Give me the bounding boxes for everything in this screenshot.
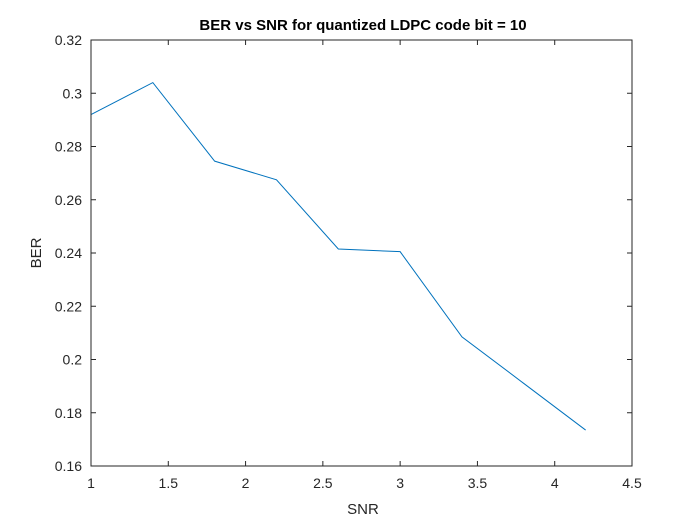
x-tick-label: 3.5	[468, 475, 488, 491]
y-tick-label: 0.26	[55, 192, 82, 208]
series-layer	[90, 81, 586, 431]
series-line	[90, 81, 586, 431]
y-tick-label: 0.3	[63, 85, 83, 101]
x-axis-ticks: 1 1.5 2 2.5 3 3.5 4 4.5	[87, 40, 642, 491]
y-tick-label: 0.16	[55, 458, 82, 474]
y-tick-label: 0.2	[63, 352, 83, 368]
x-tick-label: 4	[551, 475, 559, 491]
x-tick-label: 2	[242, 475, 250, 491]
y-tick-label: 0.18	[55, 405, 82, 421]
x-tick-label: 4.5	[622, 475, 642, 491]
x-tick-label: 2.5	[313, 475, 333, 491]
y-axis-ticks: 0.16 0.18 0.2 0.22 0.24 0.26 0.28 0.3 0.32	[55, 32, 632, 474]
y-tick-label: 0.28	[55, 139, 82, 155]
x-tick-label: 1.5	[159, 475, 179, 491]
y-tick-label: 0.22	[55, 298, 82, 314]
chart-title: BER vs SNR for quantized LDPC code bit =…	[199, 17, 526, 34]
x-tick-label: 1	[87, 475, 95, 491]
x-axis-label: SNR	[347, 501, 379, 518]
y-tick-label: 0.24	[55, 245, 82, 261]
y-tick-label: 0.32	[55, 32, 82, 48]
x-tick-label: 3	[396, 475, 404, 491]
y-axis-label: BER	[28, 237, 45, 268]
plot-area	[91, 40, 632, 466]
